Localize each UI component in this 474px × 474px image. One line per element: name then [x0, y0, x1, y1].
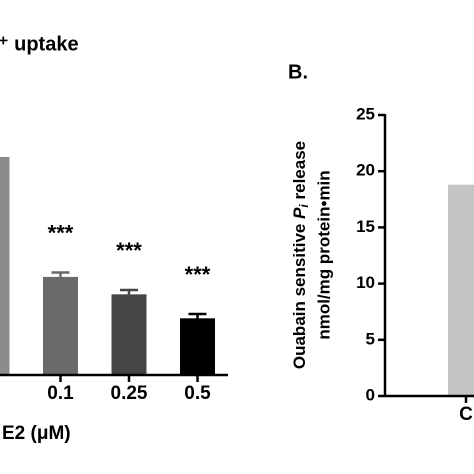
y-tick-label: 5 [366, 329, 375, 348]
chart-title: ⁺ uptake [0, 33, 79, 55]
y-axis-label: Ouabain sensitive Pi release [290, 141, 311, 369]
y-axis-label: nmol/mg protein•min [314, 170, 333, 339]
panel-label: B. [288, 61, 308, 83]
x-axis-label: E2 (μM) [2, 423, 71, 444]
y-axis-label-symbol: P [290, 207, 309, 219]
annotation: *** [48, 220, 74, 245]
annotation: *** [185, 262, 211, 287]
y-tick-label: 20 [356, 161, 375, 180]
y-tick-label: 15 [356, 217, 375, 236]
y-tick-label: 0 [366, 385, 375, 404]
bar [43, 276, 78, 375]
bar [111, 294, 147, 375]
x-tick-label: 0.25 [111, 383, 148, 404]
bar [180, 318, 215, 375]
x-tick-label: C [459, 404, 473, 425]
x-tick-label: 0.5 [184, 383, 211, 404]
y-axis-label-subscript: i [297, 204, 311, 208]
y-tick-label: 10 [356, 273, 375, 292]
x-tick-label: 0.1 [47, 383, 74, 404]
y-axis-label-part: release [290, 141, 309, 204]
annotation: *** [116, 238, 142, 263]
y-axis-label-part: Ouabain sensitive [290, 219, 309, 369]
bar [448, 184, 474, 396]
error-bar [120, 288, 138, 295]
y-tick-label: 25 [356, 104, 375, 123]
error-bar [51, 271, 70, 277]
error-bar [188, 312, 207, 319]
bar [0, 157, 10, 375]
